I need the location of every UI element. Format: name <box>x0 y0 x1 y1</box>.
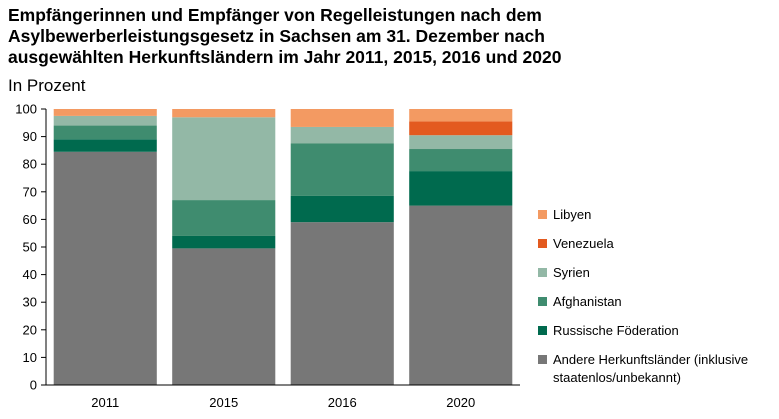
legend-swatch <box>538 210 547 219</box>
y-tick-label: 60 <box>23 212 37 227</box>
y-tick-label: 40 <box>23 267 37 282</box>
y-tick-label: 0 <box>30 378 37 393</box>
x-tick-label: 2011 <box>91 395 119 410</box>
legend-label: Russische Föderation <box>553 323 679 338</box>
bar-segment <box>53 109 157 116</box>
bar-segment <box>53 151 157 385</box>
bar-segment <box>172 109 276 118</box>
bar-segment <box>409 121 513 136</box>
title-line-1: Empfängerinnen und Empfänger von Regelle… <box>8 5 542 25</box>
chart-title: Empfängerinnen und Empfänger von Regelle… <box>8 5 768 68</box>
bar-segment <box>290 143 394 196</box>
legend-swatch <box>538 268 547 277</box>
title-line-2: Asylbewerberleistungsgesetz in Sachsen a… <box>8 26 545 46</box>
y-tick-label: 100 <box>15 102 37 117</box>
bar-segment <box>172 235 276 249</box>
legend-swatch <box>538 239 547 248</box>
bar-segment <box>53 125 157 140</box>
legend-label: Afghanistan <box>553 294 622 309</box>
title-line-3: ausgewählten Herkunftsländern im Jahr 20… <box>8 47 562 67</box>
y-tick-label: 30 <box>23 295 37 310</box>
legend-label: Venezuela <box>553 236 614 251</box>
bar-segment <box>290 109 394 127</box>
bar-segment <box>172 248 276 385</box>
bar-segment <box>53 115 157 126</box>
bar-segment <box>172 117 276 201</box>
y-tick-label: 10 <box>23 350 37 365</box>
legend-swatch <box>538 297 547 306</box>
legend-label: Andere Herkunftsländer (inklusive staaten… <box>553 352 748 385</box>
bar-segment <box>172 200 276 236</box>
y-tick-label: 70 <box>23 184 37 199</box>
bar-segment <box>409 171 513 206</box>
y-tick-label: 50 <box>23 240 37 255</box>
bar-segment <box>409 109 513 122</box>
x-tick-label: 2020 <box>446 395 475 410</box>
y-tick-label: 90 <box>23 129 37 144</box>
bar-segment <box>290 222 394 385</box>
bar-segment <box>290 195 394 223</box>
x-tick-label: 2015 <box>209 395 238 410</box>
legend-swatch <box>538 355 547 364</box>
legend-label: Syrien <box>553 265 590 280</box>
legend-swatch <box>538 326 547 335</box>
bar-segment <box>409 135 513 150</box>
bar-segment <box>409 205 513 385</box>
y-tick-label: 80 <box>23 157 37 172</box>
bar-segment <box>290 126 394 144</box>
bar-segment <box>409 149 513 172</box>
y-tick-label: 20 <box>23 322 37 337</box>
y-axis-unit-label: In Prozent <box>8 76 86 95</box>
legend-label: Libyen <box>553 207 591 222</box>
bar-segment <box>53 139 157 152</box>
x-tick-label: 2016 <box>328 395 357 410</box>
